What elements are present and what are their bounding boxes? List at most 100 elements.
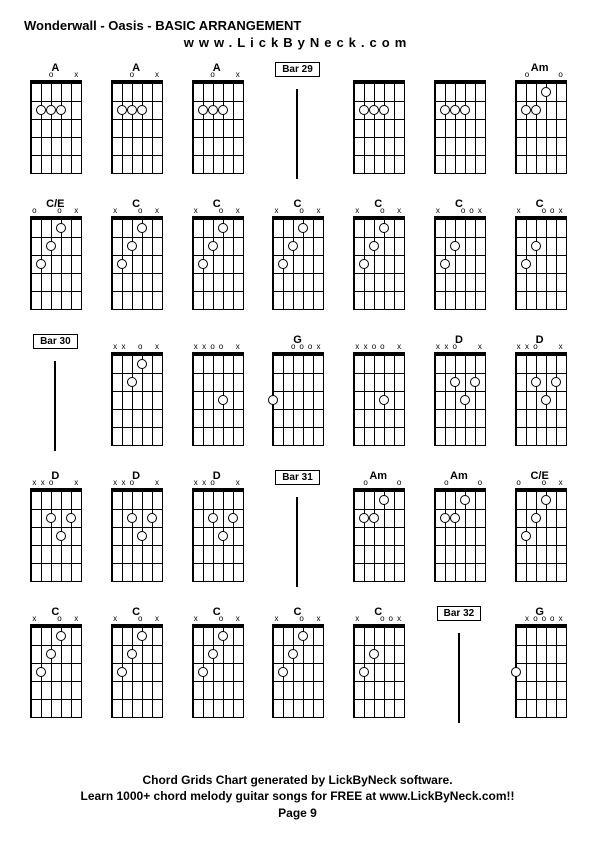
finger-dot — [56, 105, 66, 115]
chord-diagram-cell: Aox — [99, 62, 174, 190]
finger-dot — [369, 513, 379, 523]
fretboard-diagram: xox — [192, 624, 242, 714]
chord-diagram-cell: C/Eoox — [18, 198, 93, 326]
finger-dot — [450, 377, 460, 387]
finger-dot — [470, 377, 480, 387]
finger-dot — [369, 105, 379, 115]
fret-grid — [111, 216, 163, 310]
fret-grid — [111, 488, 163, 582]
bar-divider-line — [296, 497, 298, 587]
fretboard-diagram: xxox — [111, 488, 161, 578]
fretboard-diagram: xox — [353, 216, 403, 306]
finger-dot — [56, 631, 66, 641]
fret-grid — [515, 488, 567, 582]
finger-dot — [460, 105, 470, 115]
finger-dot — [46, 241, 56, 251]
nut-markers: xxox — [111, 342, 161, 351]
fret-grid — [192, 216, 244, 310]
finger-dot — [137, 631, 147, 641]
nut-markers: xox — [272, 614, 322, 623]
chord-diagram-cell: Dxxox — [18, 470, 93, 598]
finger-dot — [208, 513, 218, 523]
fretboard-diagram: xxoox — [353, 352, 403, 442]
bar-label: Bar 32 — [437, 606, 482, 621]
nut-markers: xox — [111, 206, 161, 215]
fret-grid — [111, 80, 163, 174]
finger-dot — [218, 395, 228, 405]
fretboard-diagram: oo — [353, 488, 403, 578]
fretboard-diagram: xxox — [111, 352, 161, 442]
fretboard-diagram: oo — [515, 80, 565, 170]
finger-dot — [218, 105, 228, 115]
nut-markers: xox — [111, 614, 161, 623]
bar-label: Bar 30 — [33, 334, 78, 349]
footer-line-2: Learn 1000+ chord melody guitar songs fo… — [0, 788, 595, 805]
finger-dot — [440, 105, 450, 115]
finger-dot — [379, 105, 389, 115]
chord-diagram-cell: Cxox — [260, 198, 335, 326]
chord-diagram-cell: Cxox — [179, 606, 254, 734]
finger-dot — [46, 513, 56, 523]
chord-diagram-cell: Amoo — [422, 470, 497, 598]
bar-label: Bar 29 — [275, 62, 320, 77]
chord-diagram-cell: Amoo — [341, 470, 416, 598]
fretboard-diagram: ox — [111, 80, 161, 170]
fretboard-diagram: xoox — [353, 624, 403, 714]
fretboard-diagram: xoox — [515, 216, 565, 306]
nut-markers: xox — [192, 614, 242, 623]
fret-grid — [111, 352, 163, 446]
nut-markers: oox — [515, 478, 565, 487]
finger-dot — [56, 223, 66, 233]
finger-dot — [298, 631, 308, 641]
nut-markers: ox — [111, 70, 161, 79]
page-title: Wonderwall - Oasis - BASIC ARRANGEMENT — [0, 0, 595, 33]
chord-diagram-cell: Dxxox — [99, 470, 174, 598]
finger-dot — [440, 513, 450, 523]
nut-markers: ooox — [272, 342, 322, 351]
nut-markers: oo — [434, 478, 484, 487]
bar-divider-line — [54, 361, 56, 451]
fretboard-diagram: xox — [111, 624, 161, 714]
finger-dot — [147, 513, 157, 523]
finger-dot — [531, 105, 541, 115]
finger-dot — [117, 259, 127, 269]
finger-dot — [541, 395, 551, 405]
finger-dot — [198, 259, 208, 269]
fret-grid — [353, 80, 405, 174]
nut-markers: xxox — [515, 342, 565, 351]
finger-dot — [198, 105, 208, 115]
fretboard-diagram — [353, 80, 403, 170]
finger-dot — [531, 241, 541, 251]
finger-dot — [36, 259, 46, 269]
nut-markers: xoox — [515, 206, 565, 215]
finger-dot — [531, 513, 541, 523]
finger-dot — [521, 531, 531, 541]
finger-dot — [531, 377, 541, 387]
fret-grid — [353, 216, 405, 310]
fret-grid — [515, 80, 567, 174]
chord-diagram-cell: Cxoox — [341, 606, 416, 734]
finger-dot — [511, 667, 521, 677]
finger-dot — [450, 105, 460, 115]
nut-markers: ox — [30, 70, 80, 79]
finger-dot — [288, 649, 298, 659]
nut-markers: xooox — [515, 614, 565, 623]
chord-diagram-cell: Cxox — [99, 198, 174, 326]
fret-grid — [515, 352, 567, 446]
fretboard-diagram — [434, 80, 484, 170]
nut-markers: xxox — [434, 342, 484, 351]
finger-dot — [278, 667, 288, 677]
fretboard-diagram: xox — [192, 216, 242, 306]
finger-dot — [36, 667, 46, 677]
finger-dot — [46, 649, 56, 659]
chord-diagram-cell: Gxooox — [502, 606, 577, 734]
finger-dot — [218, 631, 228, 641]
chord-diagram-cell: Cxox — [179, 198, 254, 326]
fretboard-diagram: xxoox — [192, 352, 242, 442]
fretboard-diagram: oox — [30, 216, 80, 306]
nut-markers: ox — [192, 70, 242, 79]
chord-diagram-cell: xxoox — [179, 334, 254, 462]
nut-markers: xoox — [434, 206, 484, 215]
fret-grid — [30, 216, 82, 310]
fretboard-diagram: xoox — [434, 216, 484, 306]
